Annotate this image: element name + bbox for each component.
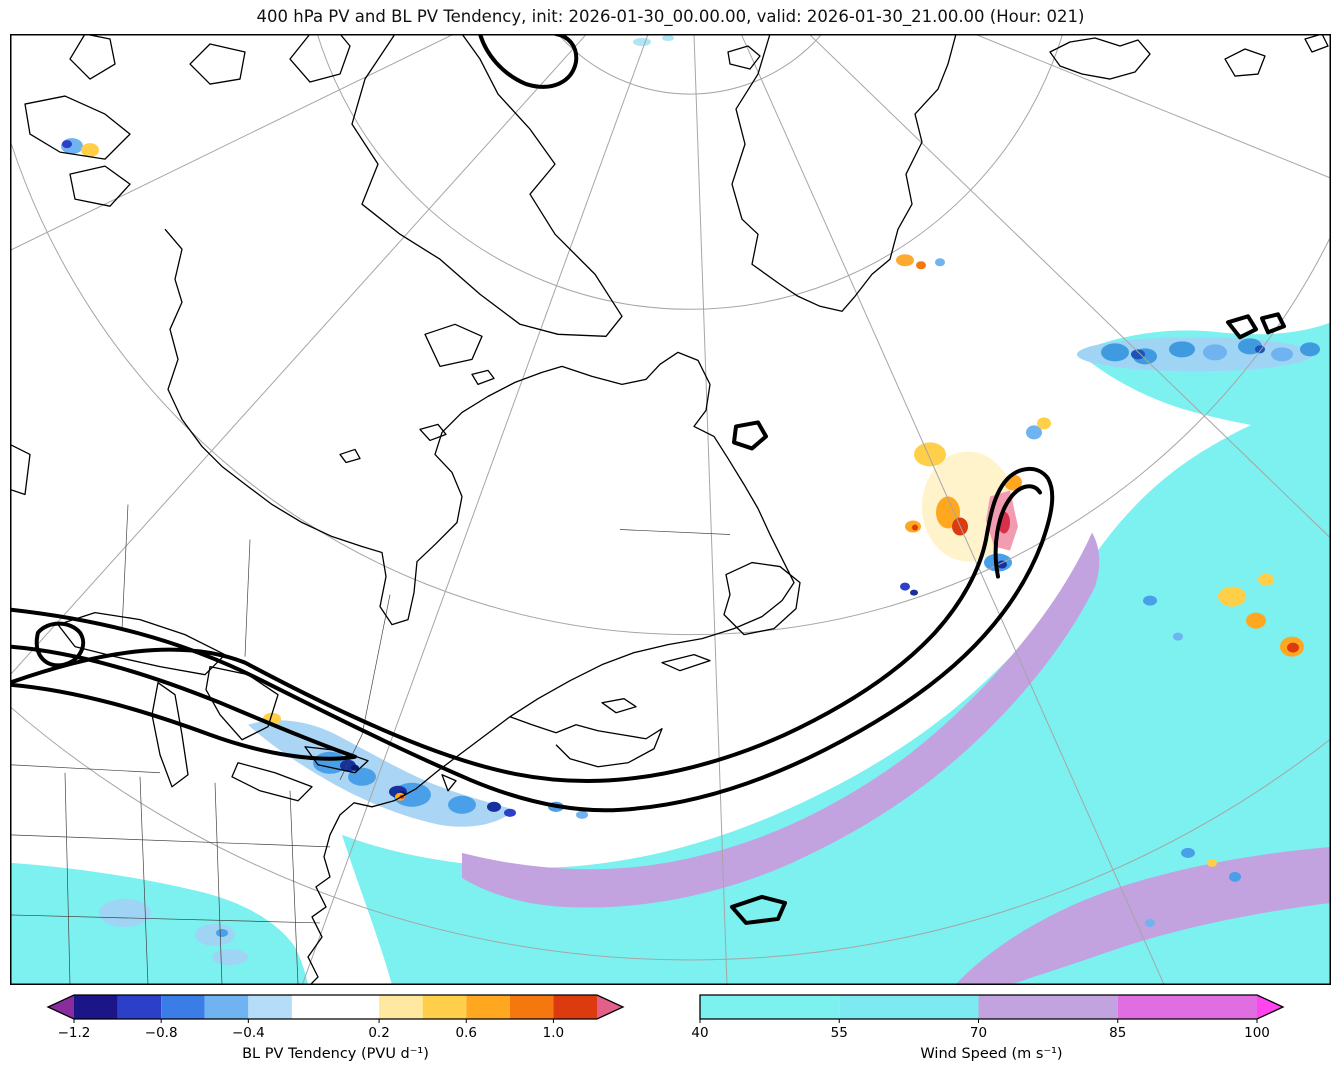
svg-text:1.0: 1.0 [543,1025,564,1041]
wind-speed-colorbar-bar: 40 55 70 85 100 [691,994,1285,1043]
iceland-coast [1049,37,1151,80]
newfoundland-coast [723,561,801,636]
wind-speed-colorbar: 40 55 70 85 100 Wind Speed (m s⁻¹) [691,994,1285,1062]
svg-text:70: 70 [970,1025,987,1041]
pv-tendency-colorbar-bar: −1.2 −0.8 −0.4 0.2 0.6 1.0 [46,994,625,1043]
svg-text:−0.4: −0.4 [232,1025,265,1041]
baffin-island-coast [351,34,623,337]
pv-contour-inner [10,644,357,761]
map-canvas [10,34,1331,985]
pv-tendency-colorbar-label: BL PV Tendency (PVU d⁻¹) [242,1046,429,1062]
svg-text:0.6: 0.6 [456,1025,477,1041]
political-borders [10,504,731,985]
pv-contour-main-band [10,466,1055,813]
svg-text:85: 85 [1109,1025,1126,1041]
svg-text:100: 100 [1244,1025,1270,1041]
svg-text:40: 40 [691,1025,708,1041]
map-panel [10,34,1331,985]
page-title: 400 hPa PV and BL PV Tendency, init: 202… [256,7,1085,26]
svg-text:−1.2: −1.2 [58,1025,91,1041]
wind-speed-colorbar-label: Wind Speed (m s⁻¹) [920,1046,1063,1062]
pv-tendency-colorbar: −1.2 −0.8 −0.4 0.2 0.6 1.0 BL PV Tendency (PV… [46,994,625,1062]
mainland-coast [164,228,795,985]
greenland-coast [731,34,957,312]
pv-contours [10,34,1286,925]
svg-text:−0.8: −0.8 [145,1025,178,1041]
svg-text:55: 55 [831,1025,848,1041]
nova-scotia-coast [509,716,663,768]
svg-text:0.2: 0.2 [368,1025,389,1041]
map-border [10,34,1331,985]
